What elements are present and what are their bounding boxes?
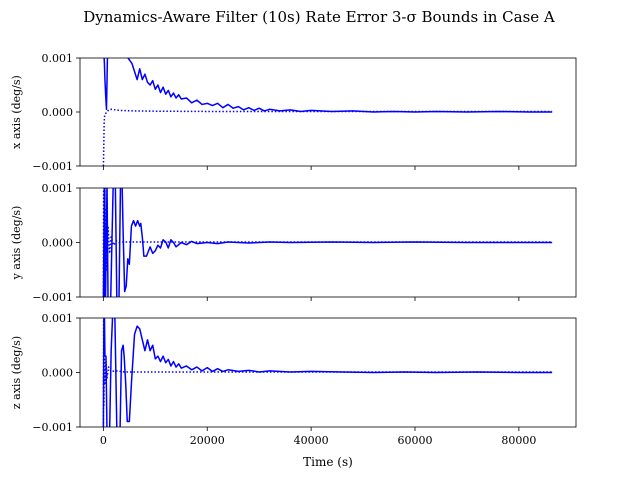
panels-layer: −0.001 0.000 0.001 x axis (deg/s) −0.001 0.00… (10, 52, 577, 447)
panel-frame-2 (79, 317, 577, 428)
panel-frame-1 (79, 187, 577, 298)
panel-frame-0 (79, 57, 577, 167)
x-tick-label-1: 20000 (190, 434, 225, 447)
panel-1: −0.001 0.000 0.001 y axis (deg/s) (10, 182, 577, 304)
series-line-0-dotted (102, 108, 553, 166)
y-tick-label-2-0: −0.001 (32, 421, 73, 434)
x-tick-label-2: 40000 (294, 434, 329, 447)
y-tick-label-0-2: 0.001 (42, 52, 74, 65)
y-tick-label-2-2: 0.001 (42, 312, 74, 325)
x-tick-label-3: 60000 (397, 434, 432, 447)
panel-0: −0.001 0.000 0.001 x axis (deg/s) (10, 52, 577, 173)
panel-2: −0.001 0.000 0.001 0 20000 40000 60000 80000 z a… (10, 312, 577, 447)
series-line-1-solid (102, 188, 553, 297)
chart-title: Dynamics-Aware Filter (10s) Rate Error 3… (83, 8, 555, 26)
y-axis-label-1: y axis (deg/s) (10, 206, 23, 281)
y-tick-label-1-1: 0.000 (42, 237, 74, 250)
y-tick-label-1-2: 0.001 (42, 182, 74, 195)
y-tick-label-2-1: 0.000 (42, 367, 74, 380)
x-tick-label-0: 0 (100, 434, 107, 447)
series-line-1-dotted (102, 188, 553, 297)
x-axis-label: Time (s) (303, 455, 353, 469)
y-tick-label-1-0: −0.001 (32, 291, 73, 304)
y-tick-label-0-0: −0.001 (32, 160, 73, 173)
y-axis-label-0: x axis (deg/s) (10, 75, 23, 149)
x-tick-label-4: 80000 (501, 434, 536, 447)
y-axis-label-2: z axis (deg/s) (10, 336, 23, 409)
series-line-0-solid (103, 58, 553, 113)
series-line-2-dotted (102, 318, 553, 427)
y-tick-label-0-1: 0.000 (42, 106, 74, 119)
